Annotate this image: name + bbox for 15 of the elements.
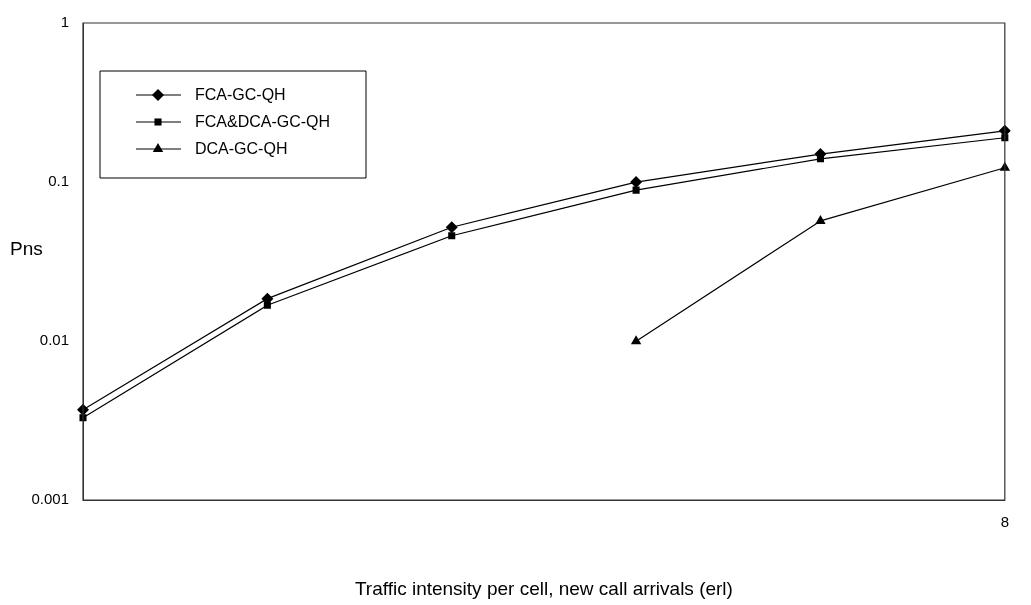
x-axis-title: Traffic intensity per cell, new call arrivals (erl) bbox=[354, 577, 733, 599]
legend-label: FCA-GC-QH bbox=[195, 86, 286, 104]
y-tick-label: 0.1 bbox=[48, 172, 69, 190]
y-tick-label: 0.01 bbox=[39, 331, 69, 349]
point bbox=[632, 186, 640, 194]
y-tick-label: 1 bbox=[60, 13, 69, 31]
legend-label: FCA&DCA-GC-QH bbox=[195, 113, 331, 131]
point bbox=[448, 232, 456, 240]
y-tick-label: 0.001 bbox=[31, 490, 69, 508]
point bbox=[630, 335, 642, 345]
legend-label: DCA-GC-QH bbox=[195, 140, 288, 158]
y-axis-title: Pns bbox=[10, 237, 43, 259]
point bbox=[815, 214, 826, 224]
point bbox=[445, 221, 458, 234]
x-tick-label: 8 bbox=[1000, 513, 1009, 531]
